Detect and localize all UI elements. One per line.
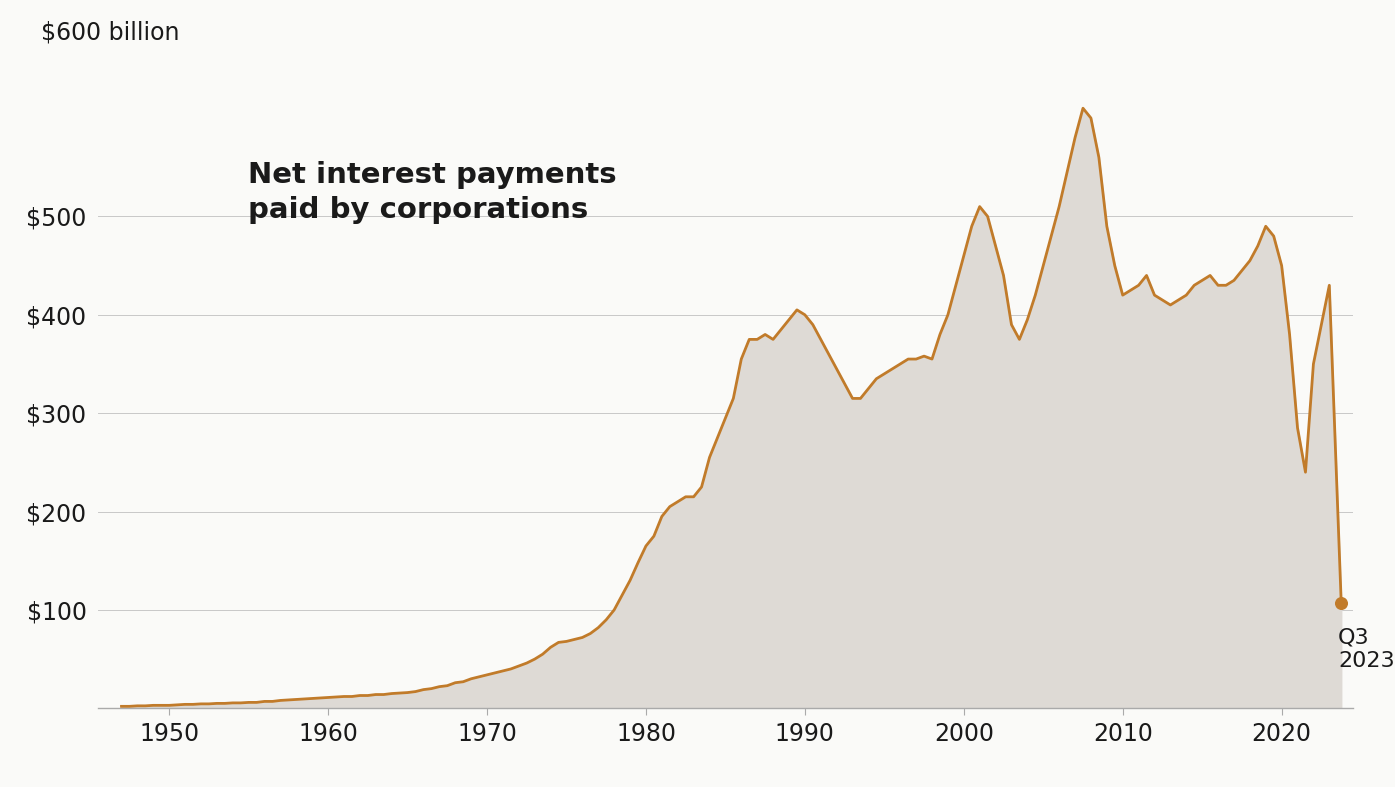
Text: Q3
2023: Q3 2023 <box>1338 628 1395 671</box>
Text: Net interest payments
paid by corporations: Net interest payments paid by corporatio… <box>248 161 617 224</box>
Point <box>1329 597 1352 609</box>
Text: $600 billion: $600 billion <box>42 20 180 44</box>
